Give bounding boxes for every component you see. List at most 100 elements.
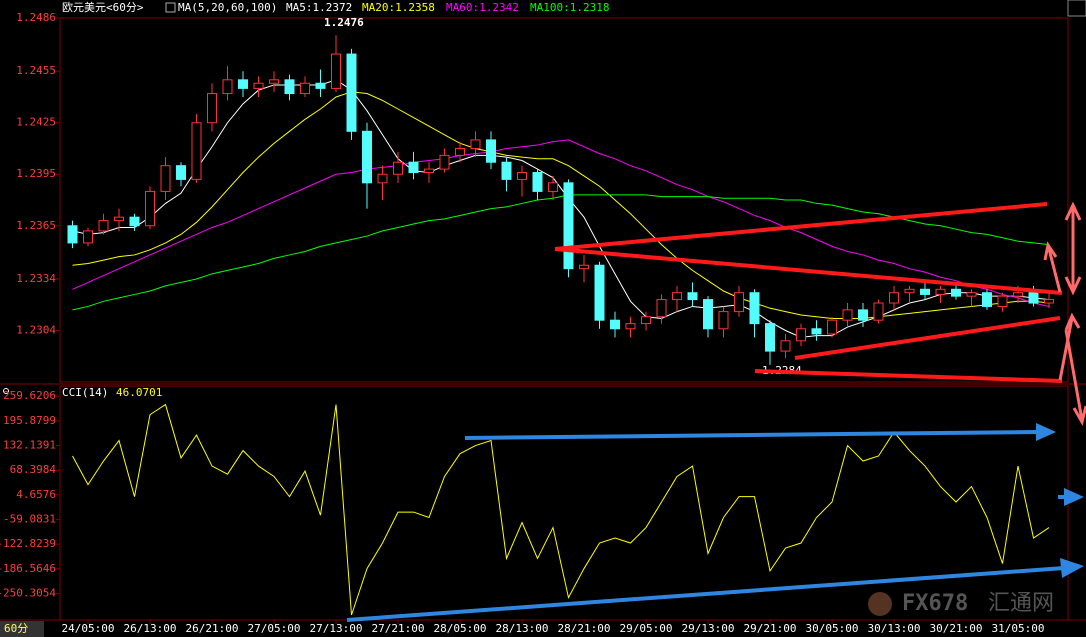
candle-body (765, 323, 775, 352)
x-tick-label: 30/05:00 (806, 622, 859, 635)
red-arrows (1043, 201, 1086, 426)
candle-body (253, 82, 264, 89)
arrow-head (1060, 558, 1084, 578)
candle-body (284, 79, 295, 95)
candle-body (796, 328, 806, 342)
candle-body (734, 292, 744, 313)
candle-body (594, 264, 605, 321)
marks: 1.2304 1.2334 1.2365 1.2395 1.2425 1.2455 1.24… (0, 11, 1054, 635)
candle-body (532, 172, 543, 192)
candle-body (424, 168, 434, 174)
y-tick-label: 4.6576 (16, 488, 56, 501)
candle-body (672, 292, 682, 301)
annotation: 1.2476 (324, 16, 364, 29)
candle-body (1044, 299, 1054, 304)
candle-body (780, 340, 791, 352)
cci-icon (3, 388, 9, 394)
trend-line (554, 247, 1063, 295)
x-tick-label: 29/21:00 (744, 622, 797, 635)
arrow-head (1043, 241, 1058, 261)
candle-body (842, 309, 853, 321)
legend-entry: MA5:1.2372 (286, 1, 352, 14)
x-tick-label: 26/13:00 (124, 622, 177, 635)
candle-body (951, 288, 961, 297)
candle-body (501, 161, 512, 180)
ma-line (72, 91, 1050, 319)
candle-body (176, 165, 186, 180)
arrow-head (1072, 405, 1086, 426)
legend-entry: MA60:1.2342 (446, 1, 519, 14)
candle-body (889, 292, 899, 304)
candle-body (331, 53, 341, 89)
arrow (464, 430, 1039, 440)
candle-body (145, 190, 155, 227)
trend-line (554, 202, 1048, 251)
candle-body (455, 147, 465, 156)
candle-body (362, 130, 372, 184)
trend-line (754, 369, 1063, 383)
corner-button[interactable] (1067, 0, 1086, 17)
ma-icon (165, 2, 176, 13)
arrow-head (1064, 488, 1084, 506)
watermark: 汇通网 (988, 591, 1054, 616)
candle-body (1013, 292, 1023, 297)
candle-body (114, 216, 124, 222)
candle-body (718, 311, 729, 330)
candle-body (377, 173, 388, 184)
candle-body (83, 230, 93, 244)
x-tick-label: 30/13:00 (868, 622, 921, 635)
price-panel-frame (59, 17, 1069, 383)
y-tick-label: -186.5646 (0, 562, 56, 575)
x-tick-label: 27/05:00 (248, 622, 301, 635)
candle-body (966, 292, 977, 297)
trend-lines (554, 202, 1063, 383)
candle-body (315, 82, 326, 89)
candle-body (641, 316, 651, 325)
chart-subtitle: MA(5,20,60,100) (178, 1, 277, 14)
x-tick-label: 27/13:00 (310, 622, 363, 635)
chart-title: 欧元美元<60分> (62, 1, 144, 14)
candle-body (517, 172, 527, 180)
arrow (1046, 244, 1062, 293)
legend-entry: MA100:1.2318 (530, 1, 609, 14)
candle-body (439, 154, 450, 170)
x-tick-label: 29/13:00 (682, 622, 735, 635)
y-tick-label: -59.0831 (3, 512, 56, 525)
y-tick-label: -122.8239 (0, 537, 56, 550)
watermark-logo (868, 592, 892, 616)
candle-body (207, 93, 217, 124)
candle-body (222, 79, 233, 95)
y-tick-label: 68.3984 (10, 463, 57, 476)
trend-line (794, 316, 1061, 360)
x-tick-label: 28/21:00 (558, 622, 611, 635)
y-tick-label: 1.2365 (16, 219, 56, 232)
arrow (346, 566, 1065, 622)
ma-line (72, 79, 1050, 338)
arrow (1064, 329, 1084, 421)
candle-body (470, 139, 481, 149)
candle-body (873, 302, 884, 321)
candle-body (610, 319, 620, 330)
y-tick-label: 1.2334 (16, 272, 56, 285)
candle-body (548, 182, 558, 192)
y-tick-label: 259.6206 (3, 389, 56, 402)
candle-body (346, 53, 357, 132)
arrow-head (1064, 276, 1082, 296)
candle-body (935, 288, 946, 295)
arrow-head (1064, 312, 1081, 331)
watermark: FX678 (902, 591, 968, 616)
candle-body (1028, 292, 1039, 304)
period-box[interactable] (0, 621, 44, 637)
legend-entry: MA20:1.2358 (362, 1, 435, 14)
candle-body (191, 122, 202, 180)
candle-body (408, 161, 419, 174)
x-tick-label: 24/05:00 (62, 622, 115, 635)
candle-body (811, 328, 822, 335)
candle-body (858, 309, 868, 321)
candle-body (269, 79, 279, 84)
candle-body (486, 139, 496, 163)
x-tick-label: 31/05:00 (992, 622, 1045, 635)
